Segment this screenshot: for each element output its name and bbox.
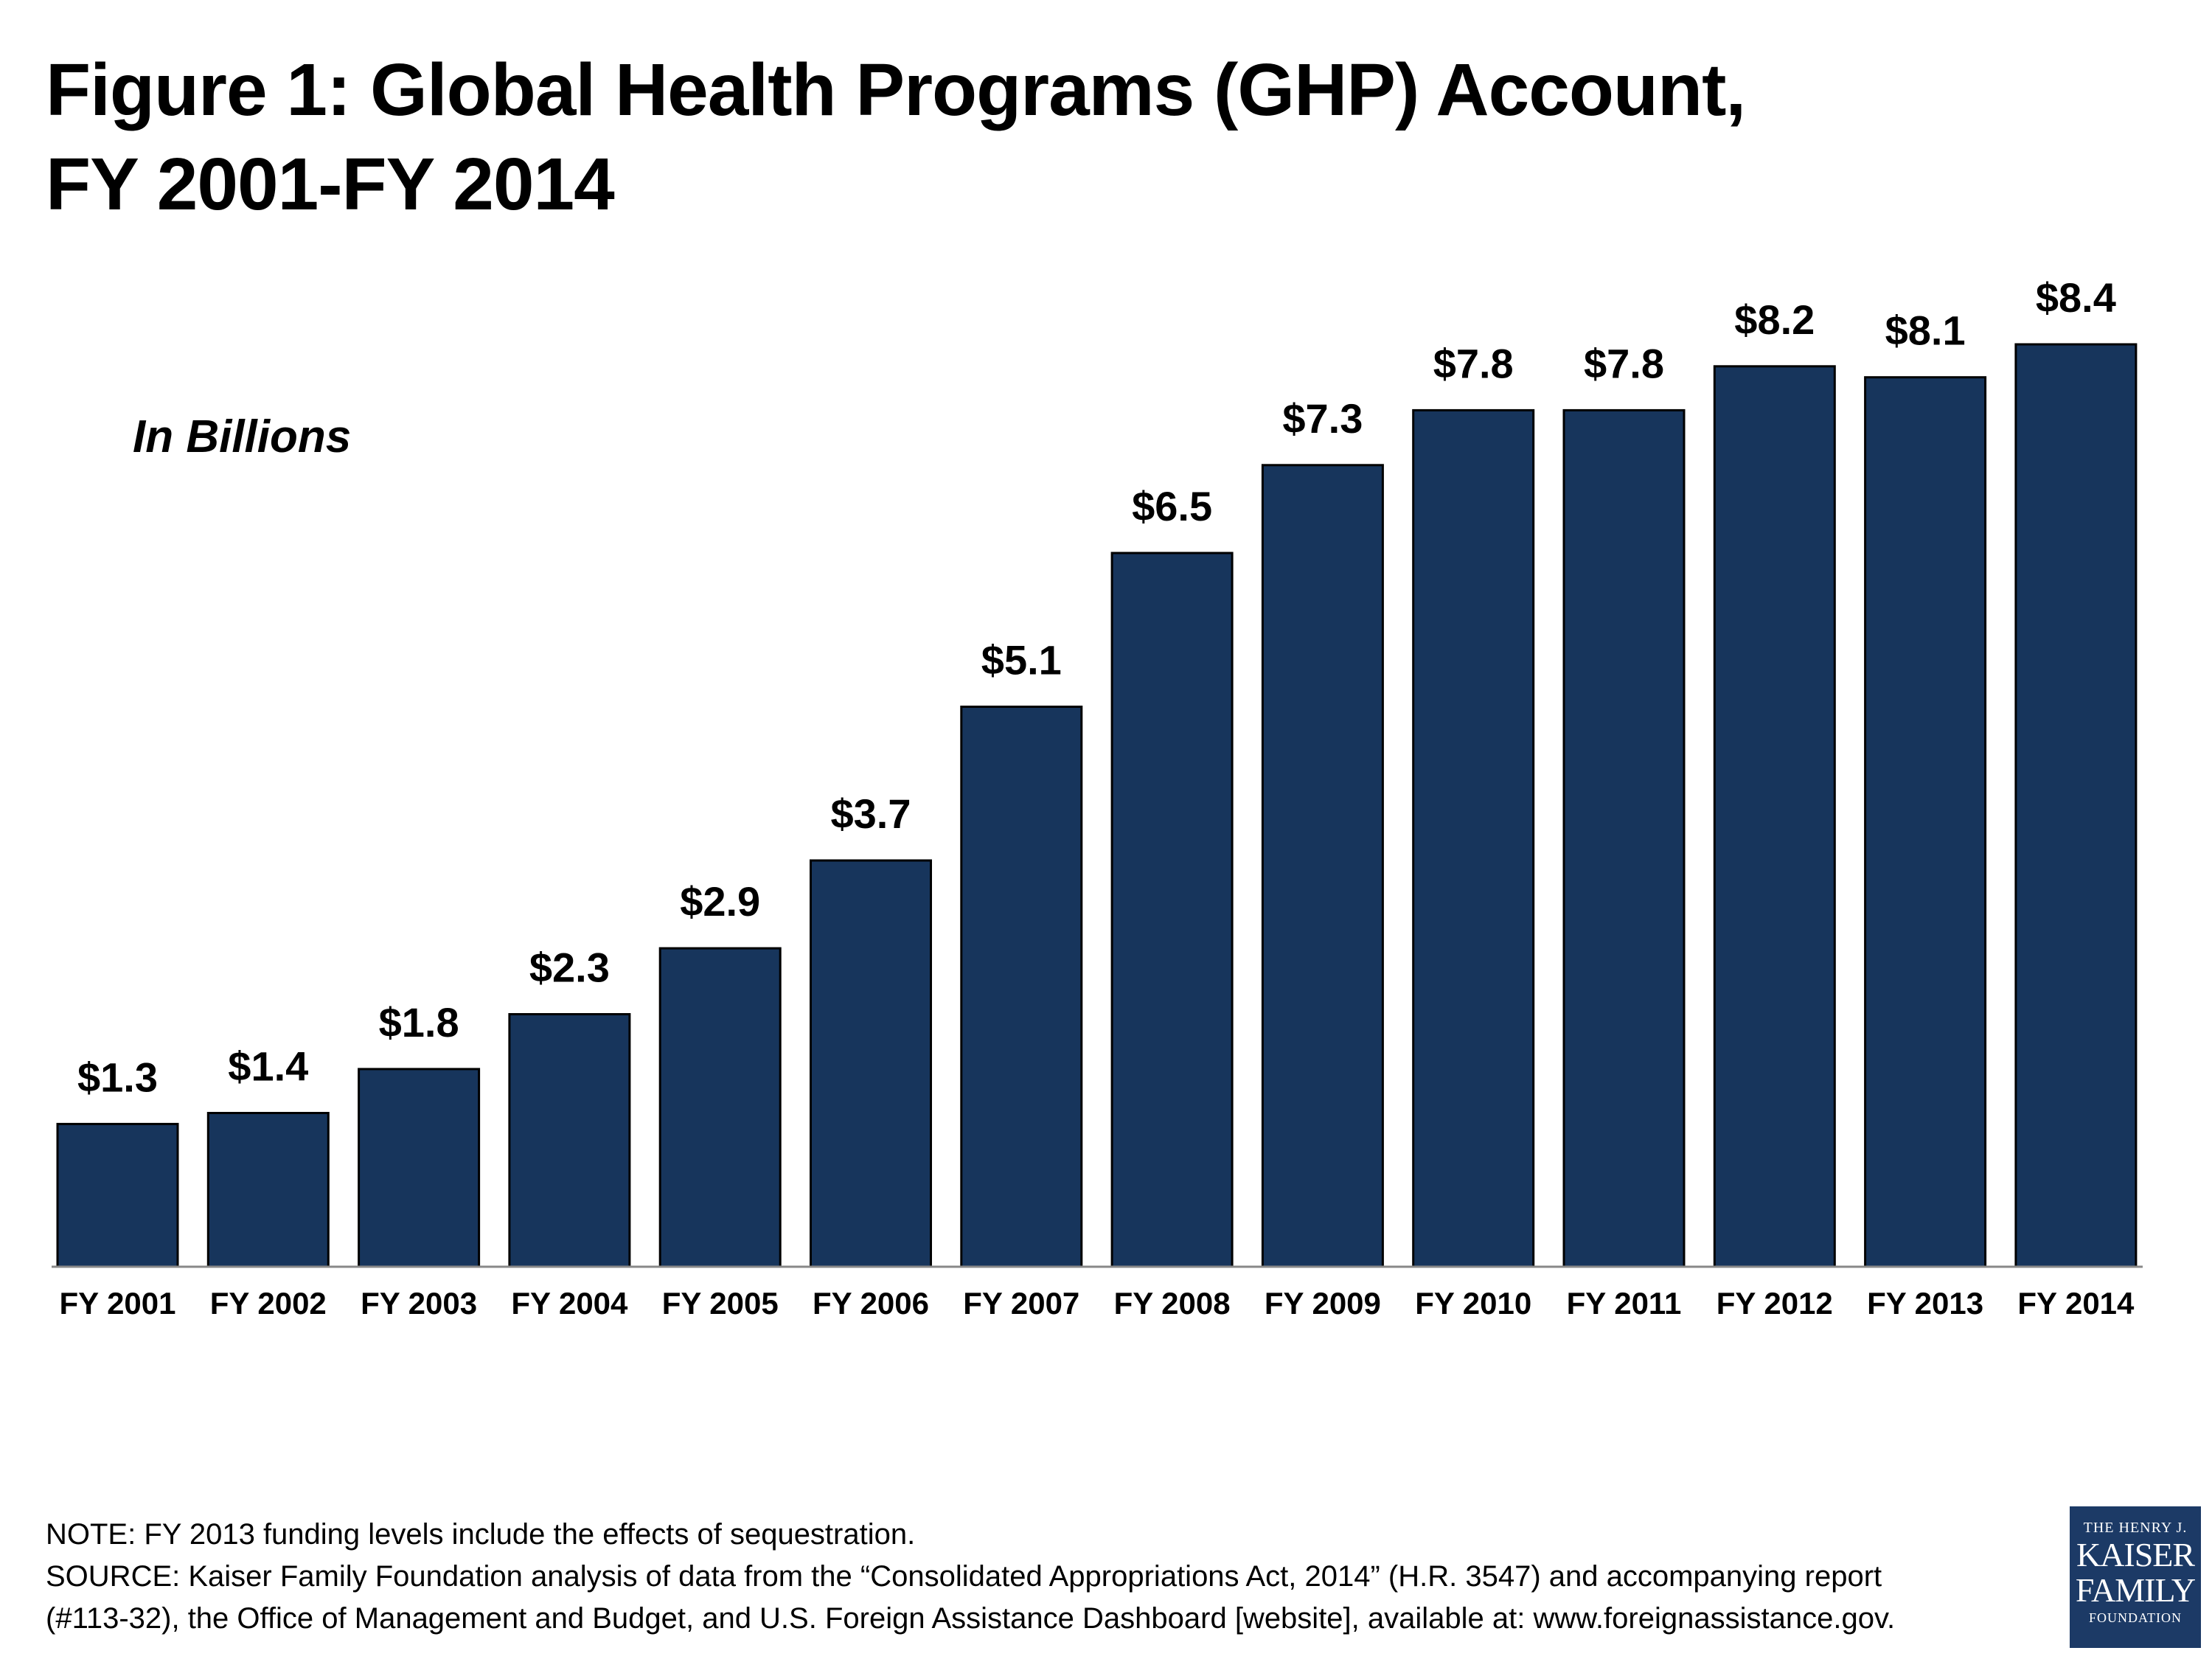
bar-fy-2012 bbox=[1713, 365, 1836, 1268]
value-label: $1.3 bbox=[77, 1054, 158, 1100]
bar-fy-2014 bbox=[2014, 343, 2138, 1268]
value-label: $1.8 bbox=[379, 999, 459, 1046]
value-label: $2.9 bbox=[680, 878, 760, 925]
logo-text-line-4: FOUNDATION bbox=[2089, 1610, 2182, 1625]
chart-title: Figure 1: Global Health Programs (GHP) A… bbox=[46, 43, 1963, 232]
value-label: $1.4 bbox=[228, 1043, 308, 1090]
bar-fy-2008 bbox=[1110, 552, 1234, 1268]
x-tick-label: FY 2007 bbox=[963, 1286, 1079, 1321]
x-tick-label: FY 2011 bbox=[1567, 1286, 1682, 1321]
value-label: $7.3 bbox=[1282, 395, 1363, 442]
bar-fy-2002 bbox=[206, 1112, 330, 1268]
x-tick-label: FY 2014 bbox=[2017, 1286, 2135, 1321]
value-labels-group: $1.3 $1.4 $1.8 $2.3 $2.9 $3.7 $5.1 $6.5 $7.3 $7.8… bbox=[77, 274, 2116, 1100]
x-tick-label: FY 2012 bbox=[1717, 1286, 1833, 1321]
note-line: NOTE: FY 2013 funding levels include the… bbox=[46, 1518, 916, 1551]
logo-text-line-1: THE HENRY J. bbox=[2083, 1520, 2188, 1536]
chart-title-line-2: FY 2001-FY 2014 bbox=[46, 143, 615, 226]
bars-group bbox=[56, 343, 2138, 1268]
bar-fy-2004 bbox=[508, 1013, 631, 1268]
logo-text-line-2: KAISER bbox=[2076, 1536, 2195, 1573]
value-label: $6.5 bbox=[1132, 483, 1212, 529]
x-tick-label: FY 2006 bbox=[813, 1286, 929, 1321]
bar-fy-2013 bbox=[1864, 376, 1987, 1268]
kff-logo: THE HENRY J. KAISER FAMILY FOUNDATION bbox=[2070, 1506, 2201, 1648]
x-tick-label: FY 2010 bbox=[1415, 1286, 1531, 1321]
bar-chart: $1.3 $1.4 $1.8 $2.3 $2.9 $3.7 $5.1 $6.5 $7.3 $7.8… bbox=[52, 274, 2143, 1321]
x-tick-label: FY 2008 bbox=[1114, 1286, 1231, 1321]
value-label: $5.1 bbox=[981, 637, 1062, 684]
value-label: $7.8 bbox=[1433, 340, 1514, 386]
units-label: In Billions bbox=[133, 411, 352, 462]
x-tick-label: FY 2005 bbox=[662, 1286, 779, 1321]
logo-text-line-3: FAMILY bbox=[2075, 1571, 2196, 1609]
value-label: $7.8 bbox=[1584, 340, 1664, 386]
value-label: $2.3 bbox=[529, 945, 610, 991]
x-tick-label: FY 2002 bbox=[210, 1286, 327, 1321]
x-tick-label: FY 2013 bbox=[1867, 1286, 1983, 1321]
x-tick-label: FY 2003 bbox=[361, 1286, 477, 1321]
x-tick-labels-group: FY 2001 FY 2002 FY 2003 FY 2004 FY 2005 FY 20… bbox=[59, 1286, 2135, 1321]
value-label: $8.4 bbox=[2036, 274, 2116, 321]
bar-fy-2010 bbox=[1412, 408, 1535, 1268]
value-label: $8.2 bbox=[1734, 296, 1815, 343]
x-tick-label: FY 2001 bbox=[59, 1286, 175, 1321]
value-label: $8.1 bbox=[1885, 307, 1966, 354]
bar-fy-2007 bbox=[960, 706, 1083, 1268]
x-tick-label: FY 2004 bbox=[511, 1286, 628, 1321]
bar-fy-2011 bbox=[1562, 408, 1686, 1268]
x-tick-label: FY 2009 bbox=[1265, 1286, 1381, 1321]
bar-fy-2009 bbox=[1261, 464, 1384, 1268]
bar-fy-2005 bbox=[658, 947, 782, 1268]
source-line-1: SOURCE: Kaiser Family Foundation analysi… bbox=[46, 1560, 1882, 1593]
source-line-2: (#113-32), the Office of Management and … bbox=[46, 1602, 1896, 1635]
chart-title-line-1: Figure 1: Global Health Programs (GHP) A… bbox=[46, 49, 1746, 131]
notes-block: NOTE: FY 2013 funding levels include the… bbox=[46, 1514, 2037, 1640]
bar-fy-2003 bbox=[358, 1068, 481, 1268]
value-label: $3.7 bbox=[831, 790, 911, 837]
bar-fy-2006 bbox=[810, 859, 932, 1268]
bar-fy-2001 bbox=[56, 1122, 179, 1268]
